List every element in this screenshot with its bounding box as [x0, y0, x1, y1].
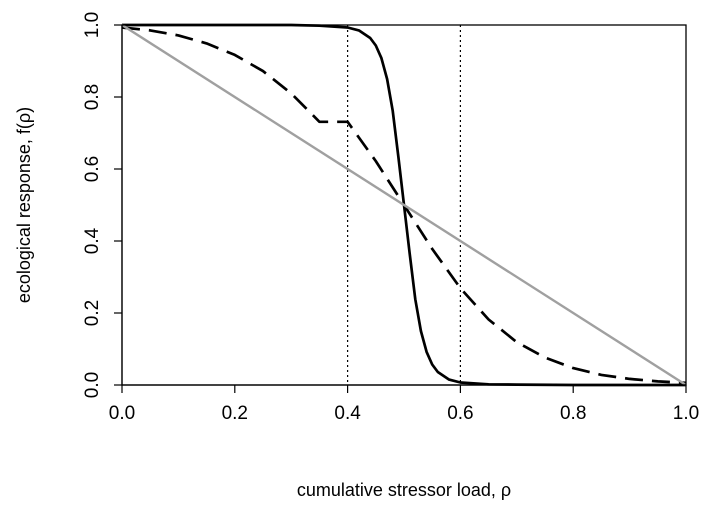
- series-lines: [121, 23, 687, 387]
- y-tick-label: 1.0: [82, 12, 103, 38]
- x-tick-label: 0.6: [447, 403, 473, 424]
- x-tick-label: 0.8: [560, 403, 586, 424]
- x-axis: 0.0 0.2 0.4 0.6 0.8 1.0: [109, 384, 699, 424]
- y-tick-label: 0.6: [82, 156, 103, 182]
- reference-lines: [347, 25, 461, 385]
- y-axis-label: ecological response, f(ρ): [14, 107, 34, 303]
- y-axis: 0.0 0.2 0.4 0.6 0.8 1.0: [82, 12, 123, 398]
- series-line-3: [121, 23, 687, 387]
- y-tick-label: 0.4: [82, 227, 103, 254]
- x-tick-label: 0.2: [222, 403, 248, 424]
- x-axis-label: cumulative stressor load, ρ: [297, 480, 511, 500]
- y-tick-label: 0.2: [82, 300, 103, 326]
- y-tick-label: 0.8: [82, 84, 103, 110]
- x-tick-label: 0.0: [109, 403, 135, 424]
- y-tick-label: 0.0: [82, 372, 103, 398]
- x-tick-label: 0.4: [334, 403, 361, 424]
- x-tick-label: 1.0: [673, 403, 699, 424]
